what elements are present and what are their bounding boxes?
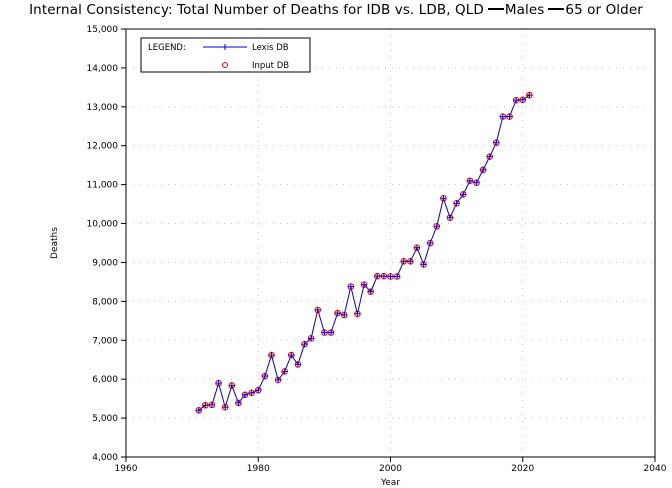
chart-title-main: Internal Consistency: Total Number of De… <box>29 2 484 18</box>
lexis-db-point <box>413 244 420 251</box>
x-axis: 1960 1980 2000 2020 2040 <box>115 457 667 474</box>
y-tick-label: 11,000 <box>87 181 119 191</box>
lexis-db-point <box>486 153 493 160</box>
legend-title: LEGEND: <box>148 43 186 53</box>
grid <box>126 29 655 457</box>
lexis-db-point <box>347 283 354 290</box>
lexis-db-point <box>394 273 401 280</box>
series-line-lexis-db <box>198 94 530 411</box>
lexis-db-point <box>374 273 381 280</box>
y-tick-label: 6,000 <box>92 375 118 385</box>
legend-input-label: Input DB <box>252 61 289 71</box>
lexis-db-point <box>499 113 506 120</box>
chart-title-age: 65 or Older <box>565 2 643 18</box>
y-tick-label: 8,000 <box>92 297 118 307</box>
x-tick-label: 1980 <box>247 464 270 474</box>
lexis-db-point <box>420 261 427 268</box>
x-axis-label: Year <box>380 478 400 488</box>
lexis-db-point <box>387 273 394 280</box>
lexis-db-point <box>255 387 262 394</box>
legend-lexis-marker <box>222 44 228 50</box>
lexis-db-point <box>506 113 513 120</box>
lexis-db-point <box>202 402 209 409</box>
lexis-db-point <box>242 391 249 398</box>
x-tick-label: 2020 <box>511 464 534 474</box>
lexis-db-point <box>275 376 282 383</box>
lexis-db-point <box>433 223 440 230</box>
lexis-db-point <box>427 240 434 246</box>
lexis-db-point <box>327 329 334 336</box>
chart-title: Internal Consistency: Total Number of De… <box>0 2 672 18</box>
lexis-db-point <box>354 310 361 317</box>
legend-lexis-label: Lexis DB <box>252 43 289 53</box>
lexis-db-point <box>407 258 414 265</box>
lexis-db-point <box>447 214 454 221</box>
lexis-db-point <box>473 179 480 186</box>
lexis-db-point <box>466 177 473 184</box>
x-tick-label: 2000 <box>379 464 402 474</box>
lexis-db-point <box>321 329 328 336</box>
lexis-db-point <box>380 273 387 280</box>
lexis-db-point <box>261 373 268 380</box>
lexis-db-point <box>248 389 255 396</box>
lexis-db-point <box>222 404 229 411</box>
lexis-db-point <box>314 306 321 313</box>
y-tick-label: 15,000 <box>87 25 119 35</box>
lexis-db-point <box>334 310 341 317</box>
lexis-db-point <box>493 139 500 146</box>
chart-title-sex: Males <box>504 2 545 18</box>
y-tick-label: 12,000 <box>87 142 119 152</box>
y-tick-label: 9,000 <box>92 258 118 268</box>
series-markers <box>195 91 533 414</box>
x-tick-label: 2040 <box>644 464 667 474</box>
y-tick-label: 14,000 <box>87 64 119 74</box>
title-dash-icon <box>548 8 565 10</box>
lexis-db-point <box>281 368 288 375</box>
lexis-db-point <box>513 97 520 104</box>
legend-input-marker <box>222 62 228 68</box>
lexis-db-point <box>526 92 533 99</box>
lexis-db-point <box>480 166 487 173</box>
lexis-db-point <box>361 281 368 288</box>
title-dash-icon <box>487 8 504 10</box>
lexis-db-point <box>208 401 215 408</box>
lexis-db-point <box>228 382 235 389</box>
lexis-db-point <box>308 335 315 342</box>
legend: LEGEND: Lexis DB Input DB <box>140 37 311 73</box>
lexis-db-point <box>453 200 460 207</box>
y-tick-label: 13,000 <box>87 103 119 113</box>
y-tick-label: 5,000 <box>92 414 118 424</box>
lexis-db-point <box>294 361 301 368</box>
y-tick-label: 7,000 <box>92 336 118 346</box>
lexis-db-point <box>460 191 467 198</box>
lexis-db-point <box>268 352 275 359</box>
y-tick-label: 4,000 <box>92 453 118 463</box>
x-tick-label: 1960 <box>115 464 138 474</box>
lexis-db-point <box>400 258 407 265</box>
series-lines <box>198 94 530 411</box>
lexis-db-point <box>440 195 447 202</box>
lexis-db-point <box>195 407 202 414</box>
lexis-db-point <box>215 380 222 387</box>
y-tick-label: 10,000 <box>87 220 119 230</box>
lexis-db-point <box>367 288 374 295</box>
lexis-db-point <box>288 352 295 359</box>
y-axis: 4,000 5,000 6,000 7,000 8,000 9,000 10,000 11,0… <box>87 25 126 463</box>
lexis-db-point <box>235 399 242 406</box>
legend-box <box>140 37 311 73</box>
lexis-db-point <box>341 311 348 318</box>
plot-frame <box>125 28 656 458</box>
lexis-db-point <box>301 341 308 348</box>
lexis-db-point <box>519 96 526 103</box>
y-axis-label: Deaths <box>50 227 60 259</box>
